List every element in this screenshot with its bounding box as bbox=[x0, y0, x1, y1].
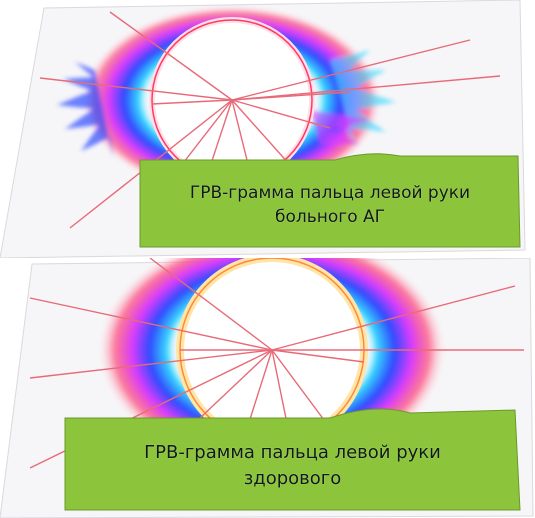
top-caption-line1: ГРВ-грамма пальца левой руки bbox=[189, 183, 471, 203]
top-caption-box bbox=[139, 153, 521, 248]
top-grv-figure: ГРВ-грамма пальца левой руки больного АГ bbox=[0, 0, 535, 258]
top-grv-image bbox=[0, 0, 526, 258]
top-caption-line2: больного АГ bbox=[274, 207, 386, 227]
bottom-caption-line1: ГРВ-грамма пальца левой руки bbox=[144, 442, 441, 463]
bottom-caption-box bbox=[64, 408, 521, 511]
top-sector-lines bbox=[39, 11, 501, 229]
bottom-grv-figure: ГРВ-грамма пальца левой руки здорового bbox=[0, 258, 535, 518]
bottom-caption-line2: здорового bbox=[243, 468, 342, 489]
top-caption: ГРВ-грамма пальца левой руки больного АГ bbox=[140, 164, 520, 246]
bottom-grv-image bbox=[0, 258, 534, 518]
bottom-caption: ГРВ-грамма пальца левой руки здорового bbox=[65, 424, 520, 508]
